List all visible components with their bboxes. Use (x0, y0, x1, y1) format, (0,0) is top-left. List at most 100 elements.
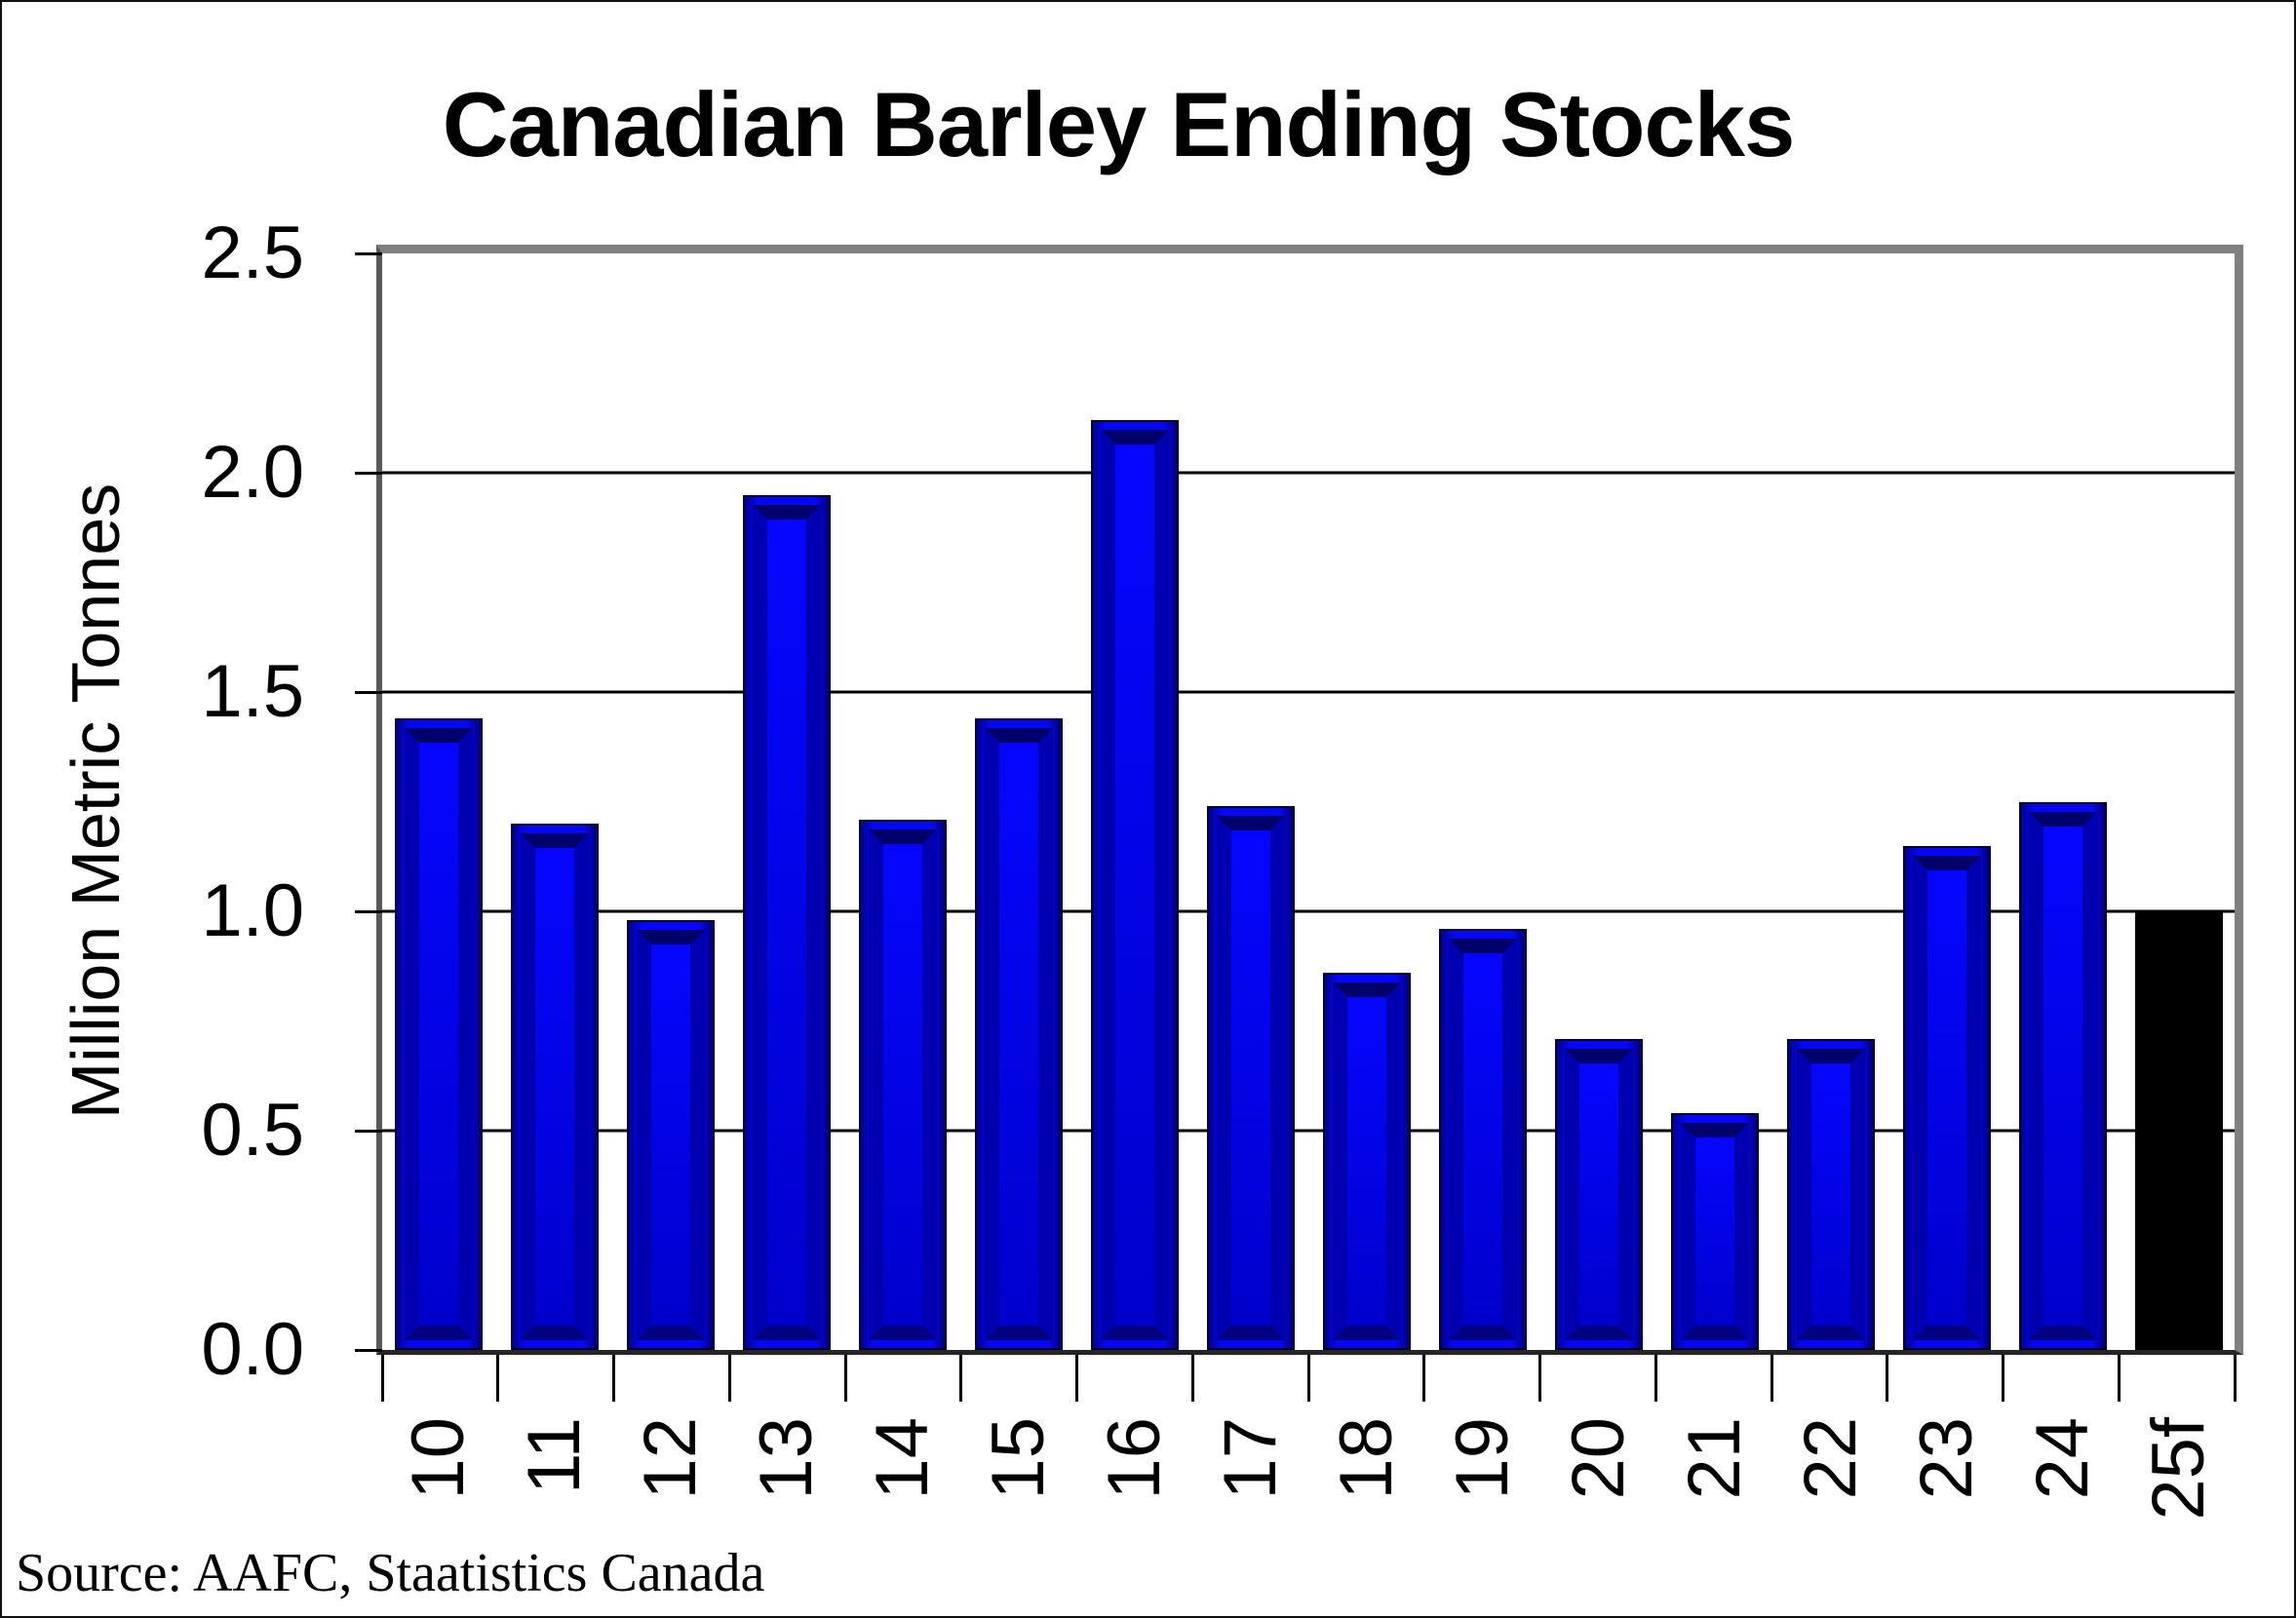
bar-bevel (1449, 939, 1517, 1340)
x-tick-label-11: 11 (513, 1417, 596, 1494)
x-tick-label-21: 21 (1673, 1417, 1756, 1500)
bar-panel (1115, 444, 1154, 1326)
bar-panel (1695, 1137, 1734, 1326)
y-tick-mark (355, 251, 382, 255)
x-tick-mark (1075, 1355, 1078, 1402)
x-tick-label-12: 12 (629, 1417, 712, 1500)
x-tick-label-15: 15 (977, 1417, 1060, 1500)
x-tick-mark (843, 1355, 847, 1402)
bar-18 (1323, 973, 1411, 1350)
bar-bevel (985, 728, 1053, 1340)
y-tick-label-1.0: 1.0 (201, 869, 304, 952)
bar-17 (1207, 806, 1295, 1350)
bar-14 (859, 819, 947, 1350)
x-tick-label-20: 20 (1557, 1417, 1640, 1500)
bar-panel (1811, 1062, 1850, 1326)
y-tick-label-2.0: 2.0 (201, 431, 304, 514)
x-tick-label-14: 14 (861, 1417, 944, 1500)
bar-panel (535, 848, 574, 1326)
x-tick-mark (727, 1355, 731, 1402)
bar-bevel (637, 930, 705, 1340)
x-tick-mark (2117, 1355, 2121, 1402)
x-tick-mark (2233, 1355, 2237, 1402)
bar-bevel (1101, 430, 1169, 1340)
x-tick-label-24: 24 (2021, 1417, 2104, 1500)
x-tick-mark (959, 1355, 963, 1402)
gridline-1.5 (382, 690, 2235, 694)
x-tick-label-10: 10 (397, 1417, 480, 1500)
plot-area (376, 245, 2243, 1355)
y-tick-mark (355, 471, 382, 475)
gridline-0.5 (382, 1129, 2235, 1133)
bar-25f (2135, 911, 2223, 1350)
y-tick-mark (355, 690, 382, 694)
y-tick-label-2.5: 2.5 (201, 212, 304, 294)
x-tick-mark (612, 1355, 615, 1402)
bar-bevel (2029, 811, 2097, 1340)
bar-22 (1787, 1038, 1875, 1350)
bar-12 (627, 920, 715, 1350)
bar-15 (975, 718, 1063, 1350)
y-tick-label-1.5: 1.5 (201, 650, 304, 733)
bar-panel (767, 519, 806, 1326)
y-tick-label-0.5: 0.5 (201, 1089, 304, 1172)
x-tick-label-23: 23 (1905, 1417, 1988, 1500)
bar-16 (1091, 420, 1179, 1350)
y-tick-label-0.0: 0.0 (201, 1308, 304, 1391)
x-tick-mark (1886, 1355, 1889, 1402)
bar-24 (2019, 801, 2107, 1350)
bar-panel (883, 843, 922, 1326)
bar-panel (2043, 826, 2082, 1326)
y-tick-mark (355, 909, 382, 913)
bar-bevel (1913, 855, 1981, 1340)
x-tick-label-16: 16 (1093, 1417, 1176, 1500)
bar-bevel (1797, 1048, 1865, 1340)
y-axis-title: Million Metric Tonnes (58, 482, 134, 1120)
bar-panel (1579, 1062, 1618, 1326)
bar-panel (419, 743, 458, 1326)
x-tick-mark (1654, 1355, 1657, 1402)
x-tick-label-18: 18 (1325, 1417, 1408, 1500)
bar-21 (1671, 1113, 1759, 1350)
bar-bevel (521, 833, 589, 1340)
x-tick-mark (2002, 1355, 2004, 1402)
bar-series (382, 253, 2235, 1350)
bar-panel (651, 944, 690, 1326)
bar-panel (1927, 869, 1966, 1326)
bar-11 (511, 824, 599, 1350)
gridlines (382, 253, 2235, 1350)
bar-bevel (1681, 1123, 1749, 1340)
bar-bevel (869, 828, 937, 1340)
x-tick-mark (1422, 1355, 1426, 1402)
x-tick-label-19: 19 (1441, 1417, 1524, 1500)
x-tick-mark (380, 1355, 384, 1402)
x-tick-mark (1306, 1355, 1310, 1402)
gridline-2 (382, 471, 2235, 475)
bar-panel (1347, 997, 1386, 1326)
bar-panel (1463, 953, 1502, 1326)
bar-20 (1555, 1038, 1643, 1350)
bar-19 (1439, 929, 1527, 1350)
x-tick-mark (1770, 1355, 1773, 1402)
bar-bevel (405, 728, 473, 1340)
y-tick-mark (355, 1129, 382, 1133)
bar-10 (395, 718, 483, 1350)
x-tick-mark (1190, 1355, 1194, 1402)
bar-bevel (1333, 982, 1401, 1340)
bar-bevel (1565, 1048, 1633, 1340)
bar-bevel (1217, 816, 1285, 1340)
source-note: Source: AAFC, Staatistics Canada (16, 1543, 765, 1603)
gridline-1 (382, 909, 2235, 913)
bar-13 (743, 494, 831, 1350)
x-tick-label-17: 17 (1209, 1417, 1292, 1500)
bar-23 (1903, 845, 1991, 1350)
bar-panel (1231, 830, 1270, 1326)
y-tick-mark (355, 1348, 382, 1352)
x-tick-label-25f: 25f (2137, 1417, 2220, 1521)
bar-bevel (753, 504, 821, 1340)
x-tick-label-22: 22 (1789, 1417, 1872, 1500)
x-tick-label-13: 13 (745, 1417, 828, 1500)
chart-title: Canadian Barley Ending Stocks (442, 73, 1796, 175)
bar-panel (999, 743, 1038, 1326)
